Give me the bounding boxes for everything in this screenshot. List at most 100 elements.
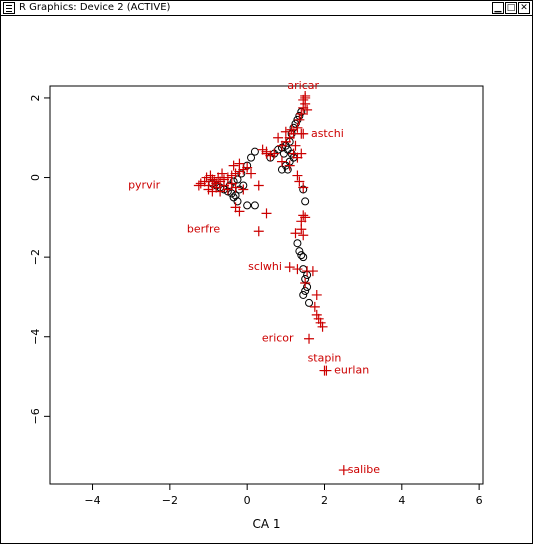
close-button[interactable]: ✕ xyxy=(518,2,530,14)
species-point xyxy=(292,122,303,133)
species-label: stapin xyxy=(308,352,342,365)
species-point xyxy=(292,264,303,275)
labeled-species-point xyxy=(338,465,349,476)
y-tick-label: −2 xyxy=(29,249,42,265)
species-point xyxy=(311,289,322,300)
species-point xyxy=(298,230,309,241)
species-point xyxy=(238,184,249,195)
site-point xyxy=(229,177,238,186)
site-point xyxy=(295,247,304,256)
labeled-species-point xyxy=(321,365,332,376)
window-title: R Graphics: Device 2 (ACTIVE) xyxy=(19,2,171,13)
species-point xyxy=(307,266,318,277)
species-label: berfre xyxy=(187,222,220,235)
minimize-button[interactable]: ▁ xyxy=(492,2,504,14)
species-point xyxy=(234,206,245,217)
x-axis-label: CA 1 xyxy=(252,517,280,531)
species-point xyxy=(313,313,324,324)
x-axis: −4 −2 0 2 4 6 xyxy=(84,483,483,507)
y-tick-label: 2 xyxy=(29,94,42,101)
species-point xyxy=(261,208,272,219)
species-point xyxy=(273,132,284,143)
species-point xyxy=(276,156,287,167)
site-point xyxy=(247,153,256,162)
site-point xyxy=(293,239,302,248)
x-tick-label: −2 xyxy=(162,494,178,507)
species-point xyxy=(317,321,328,332)
plot-frame xyxy=(49,85,484,485)
labeled-species-point xyxy=(300,90,311,101)
species-point xyxy=(296,224,307,235)
species-point xyxy=(315,317,326,328)
species-point xyxy=(280,126,291,137)
species-point xyxy=(300,212,311,223)
site-point xyxy=(250,147,259,156)
site-point xyxy=(301,197,310,206)
point-labels: aricar astchi pyrvir berfre sclwhi ericor stap… xyxy=(128,79,380,476)
labeled-species-point xyxy=(298,128,309,139)
species-point xyxy=(298,210,309,221)
x-tick-label: 4 xyxy=(398,494,405,507)
site-point xyxy=(299,290,308,299)
species-point xyxy=(284,160,295,171)
site-point xyxy=(233,175,242,184)
species-point xyxy=(296,148,307,159)
species-point xyxy=(261,148,272,159)
species-point xyxy=(292,170,303,181)
species-point xyxy=(215,186,226,197)
species-point xyxy=(286,124,297,135)
species-point xyxy=(290,140,301,151)
species-label: aricar xyxy=(287,79,319,92)
y-tick-label: −4 xyxy=(29,329,42,345)
window-menu-button[interactable] xyxy=(3,2,15,14)
x-tick-label: 0 xyxy=(244,494,251,507)
species-point xyxy=(217,168,228,179)
species-point xyxy=(253,180,264,191)
species-point xyxy=(246,168,257,179)
species-point xyxy=(242,162,253,173)
x-tick-label: −4 xyxy=(84,494,100,507)
species-point xyxy=(309,301,320,312)
maximize-button[interactable]: □ xyxy=(505,2,517,14)
title-bar[interactable]: R Graphics: Device 2 (ACTIVE) ▁ □ ✕ xyxy=(1,1,532,16)
species-point xyxy=(302,104,313,115)
species-label: pyrvir xyxy=(128,179,161,192)
site-point xyxy=(297,251,306,260)
species-point xyxy=(205,170,216,181)
site-point xyxy=(305,298,314,307)
site-point xyxy=(243,201,252,210)
species-point xyxy=(300,278,311,289)
labeled-species-point xyxy=(284,262,295,273)
site-point xyxy=(279,149,288,158)
species-point xyxy=(234,158,245,169)
species-point xyxy=(311,309,322,320)
x-tick-label: 6 xyxy=(476,494,483,507)
y-tick-label: −6 xyxy=(29,408,42,424)
y-axis: 2 0 −2 −4 −6 xyxy=(29,94,51,424)
species-point xyxy=(228,160,239,171)
species-point xyxy=(294,114,305,125)
site-point xyxy=(233,197,242,206)
species-label: sclwhi xyxy=(248,260,282,273)
labeled-species-point xyxy=(253,226,264,237)
species-label: astchi xyxy=(311,127,344,140)
site-point xyxy=(229,193,238,202)
species-label: ericor xyxy=(262,332,294,345)
species-point xyxy=(294,176,305,187)
species-label: eurlan xyxy=(334,364,369,377)
species-point xyxy=(296,108,307,119)
site-point xyxy=(299,253,308,262)
species-point xyxy=(298,182,309,193)
species-point xyxy=(298,94,309,105)
x-tick-label: 2 xyxy=(321,494,328,507)
species-point xyxy=(222,184,233,195)
species-label: salibe xyxy=(348,463,381,476)
site-point xyxy=(301,286,310,295)
labeled-species-point xyxy=(193,180,204,191)
ca-plot: −4 −2 0 2 4 6 2 0 −2 −4 −6 aricar astchi pyrvir berf… xyxy=(29,79,484,531)
labeled-species-point xyxy=(304,333,315,344)
site-point xyxy=(250,201,259,210)
data-points xyxy=(195,92,328,332)
species-point xyxy=(230,182,241,193)
